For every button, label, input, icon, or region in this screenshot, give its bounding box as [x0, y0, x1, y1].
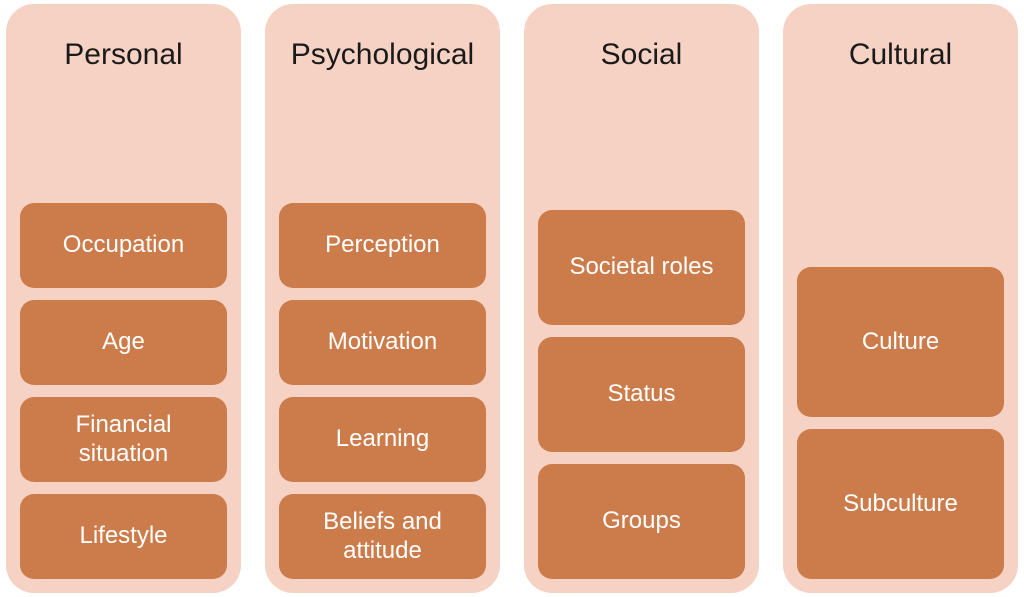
category-column: Personal Occupation Age Financial situation… — [6, 4, 241, 593]
category-items: CultureSubculture — [797, 83, 1004, 580]
factor-item: Perception — [279, 203, 486, 288]
category-title: Personal — [20, 16, 227, 83]
category-title: Social — [538, 16, 745, 83]
factor-item: Financial situation — [20, 397, 227, 482]
factor-item: Groups — [538, 464, 745, 579]
factor-item: Beliefs and attitude — [279, 494, 486, 579]
factor-item: Age — [20, 300, 227, 385]
category-column: Social Societal roles Status Groups — [524, 4, 759, 593]
category-items: Societal roles Status Groups — [538, 83, 745, 580]
factors-diagram: Personal Occupation Age Financial situation… — [0, 0, 1024, 597]
factor-item: Culture — [797, 267, 1004, 417]
category-items: Occupation Age Financial situation Lifestyl… — [20, 83, 227, 580]
factor-item: Occupation — [20, 203, 227, 288]
category-title: Cultural — [797, 16, 1004, 83]
category-column: CulturalCultureSubculture — [783, 4, 1018, 593]
category-title: Psychological — [279, 16, 486, 83]
factor-item: Learning — [279, 397, 486, 482]
factor-item: Motivation — [279, 300, 486, 385]
category-items: Perception Motivation Learning Beliefs and … — [279, 83, 486, 580]
factor-item: Lifestyle — [20, 494, 227, 579]
factor-item: Status — [538, 337, 745, 452]
factor-item: Societal roles — [538, 210, 745, 325]
category-column: Psychological Perception Motivation Learnin… — [265, 4, 500, 593]
factor-item: Subculture — [797, 429, 1004, 579]
